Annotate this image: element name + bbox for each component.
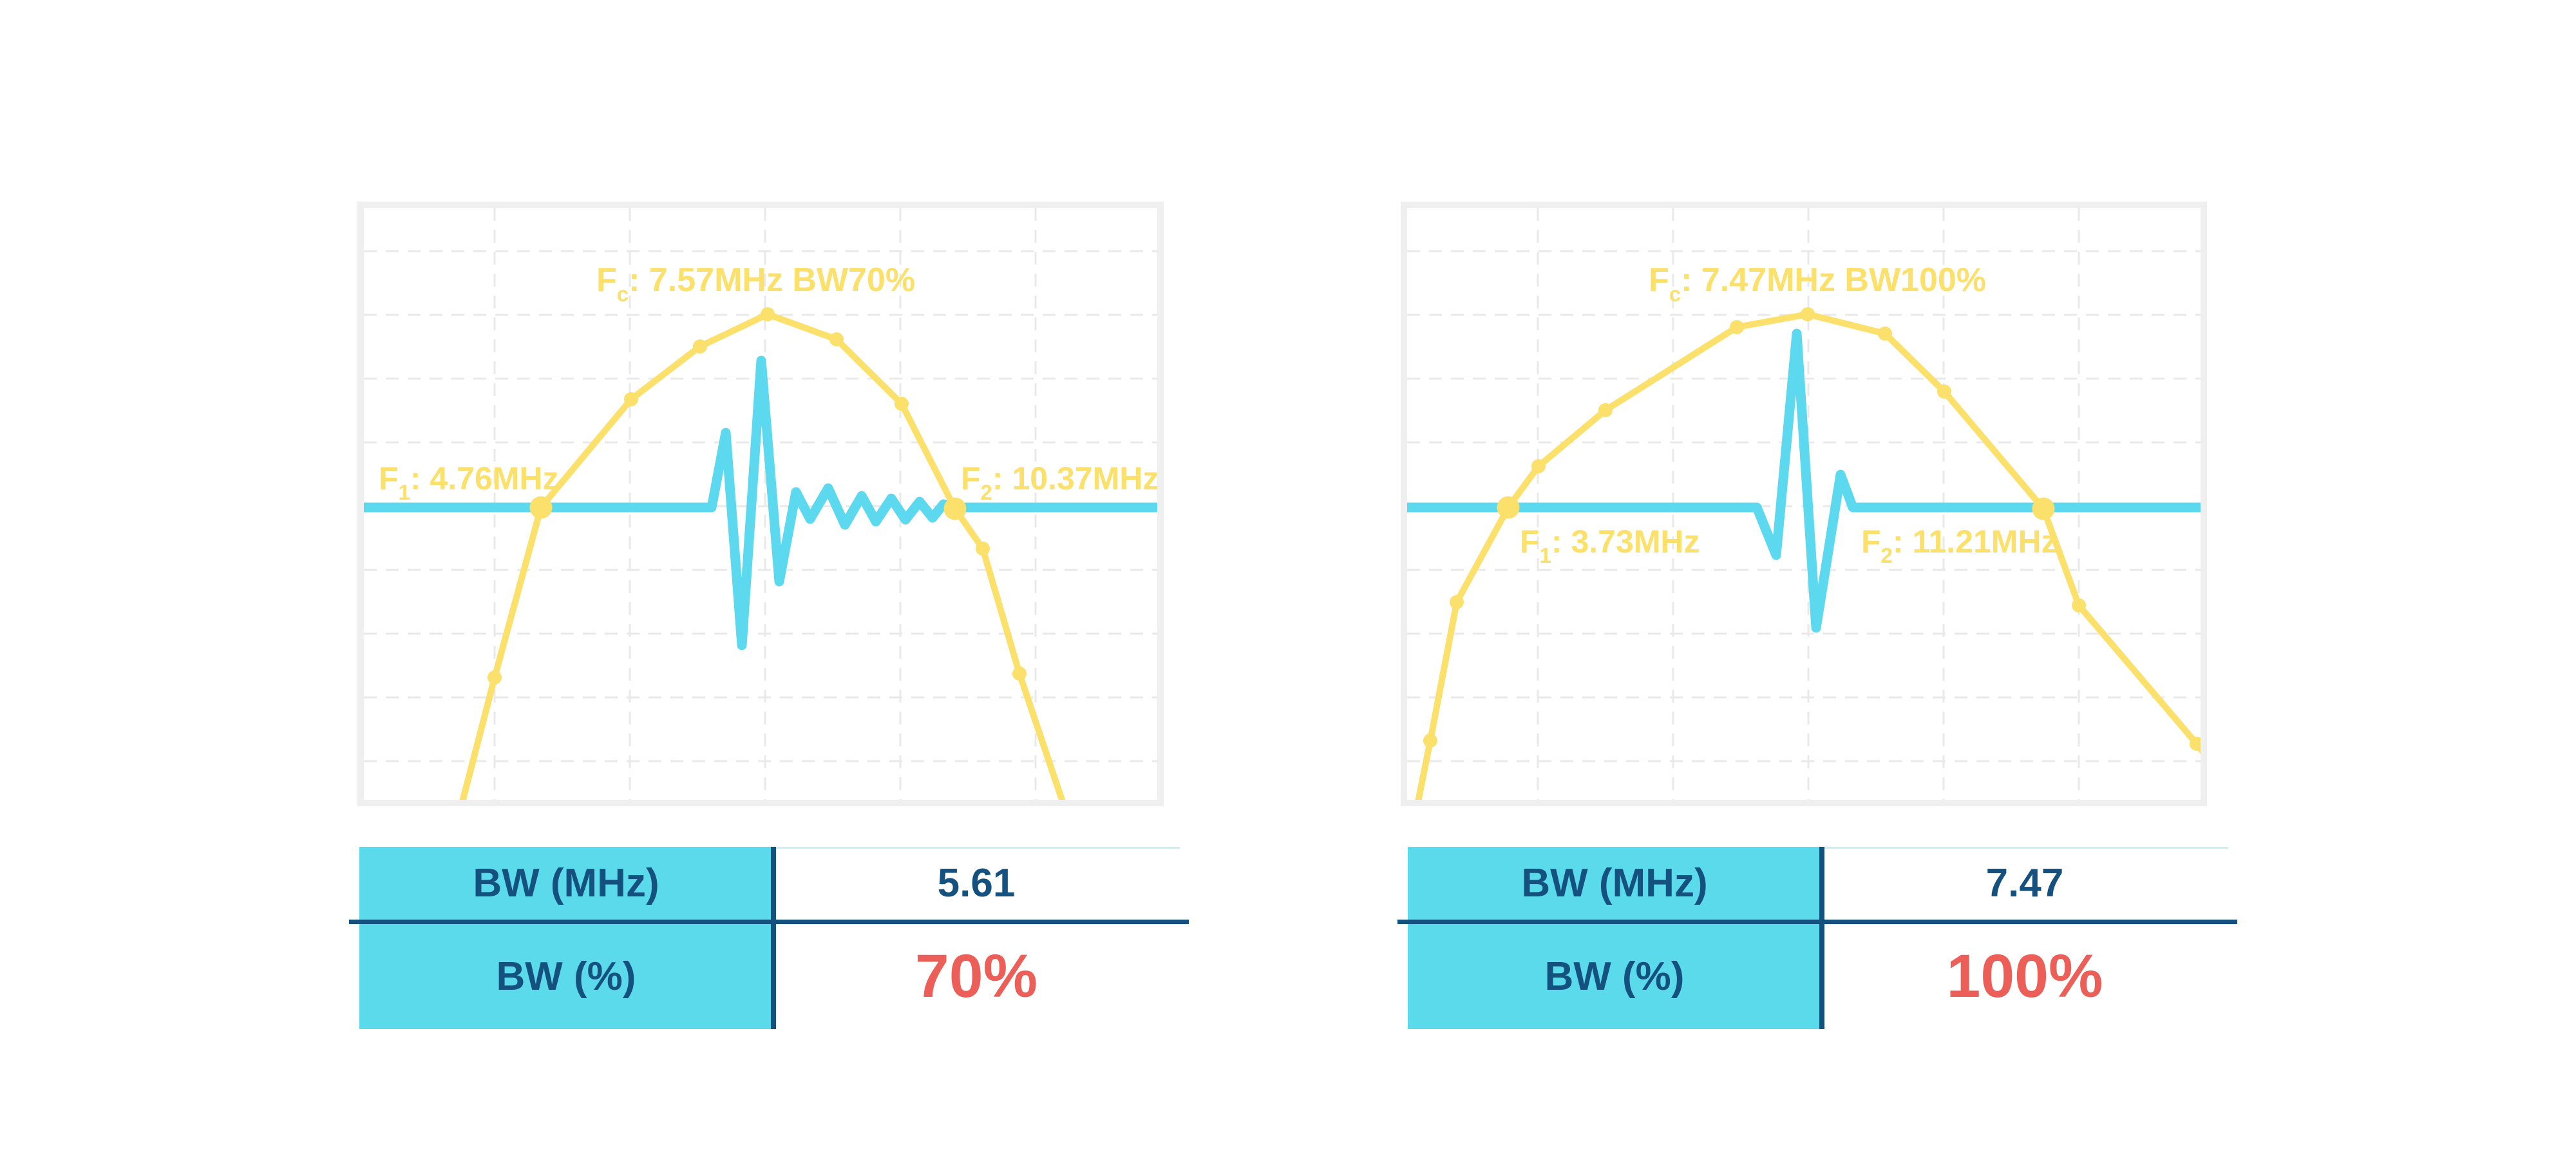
table-value-bw-percent: 70% (914, 942, 1038, 1010)
table-row-divider (1397, 920, 2237, 924)
table-value-bw-mhz: 5.61 (937, 861, 1016, 905)
spectrum-chart-right: Fc: 7.47MHz BW100% F1: 3.73MHz F2: 11.21… (1401, 202, 2207, 806)
center-frequency-label: Fc: 7.47MHz BW100% (1649, 261, 1986, 306)
f1-label: F1: 3.73MHz (1520, 524, 1700, 567)
bandwidth-table-left: BW (MHz) 5.61 BW (%) 70% (349, 847, 1189, 1029)
table-value-bw-percent: 100% (1946, 942, 2103, 1010)
spectrum-plot-right: Fc: 7.47MHz BW100% F1: 3.73MHz F2: 11.21… (1407, 208, 2201, 800)
table-column-divider (1819, 847, 1824, 1029)
spectrum-plot-left: Fc: 7.57MHz BW70% F1: 4.76MHz F2: 10.37M… (364, 208, 1157, 800)
table-column-divider (771, 847, 776, 1029)
table-row-divider (349, 920, 1189, 924)
table-value-bw-mhz: 7.47 (1985, 861, 2064, 905)
center-frequency-label: Fc: 7.57MHz BW70% (596, 261, 915, 306)
bandwidth-table-right: BW (MHz) 7.47 BW (%) 100% (1397, 847, 2237, 1029)
table-top-rule (1821, 847, 2228, 849)
table-label-bw-mhz: BW (MHz) (473, 861, 659, 905)
f2-label: F2: 10.37MHz (961, 460, 1157, 504)
table-label-column-bg (359, 847, 773, 1029)
table-top-rule (773, 847, 1180, 849)
table-label-bw-percent: BW (%) (496, 954, 636, 999)
spectrum-chart-left: Fc: 7.57MHz BW70% F1: 4.76MHz F2: 10.37M… (357, 202, 1164, 806)
table-label-bw-mhz: BW (MHz) (1521, 861, 1708, 905)
f2-label: F2: 11.21MHz (1861, 524, 2058, 567)
f1-label: F1: 4.76MHz (379, 460, 559, 504)
table-label-bw-percent: BW (%) (1544, 954, 1685, 999)
table-label-column-bg (1408, 847, 1821, 1029)
